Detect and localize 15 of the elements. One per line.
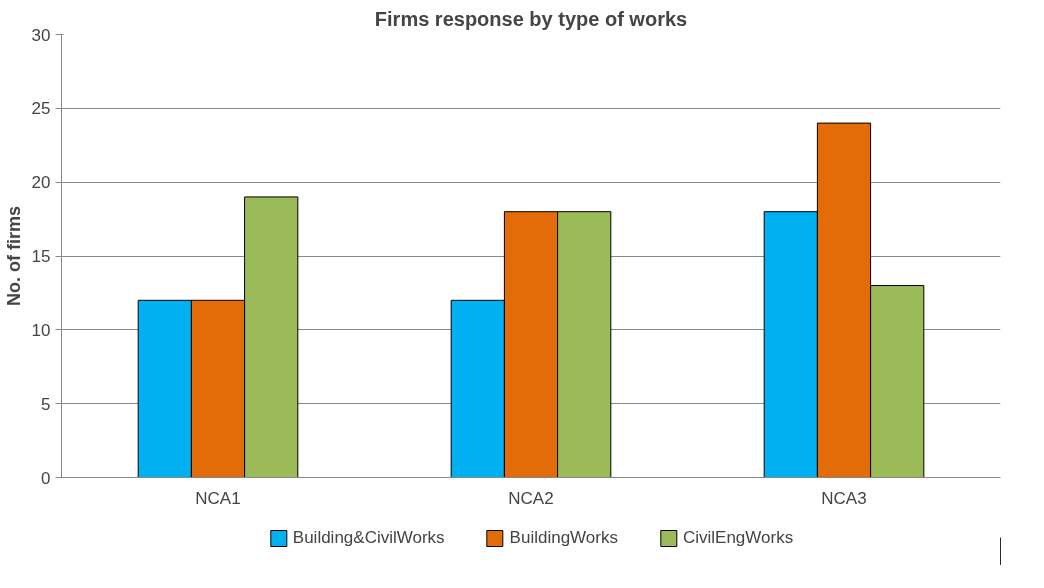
y-tick-label: 15 [31,247,51,266]
x-tick-label: NCA3 [821,488,867,508]
legend-label: CivilEngWorks [682,527,794,548]
x-tick-label: NCA1 [195,488,241,508]
y-axis-title: No. of firms [3,205,24,306]
x-tick-label: NCA2 [508,488,554,508]
legend-label: BuildingWorks [509,527,618,548]
y-tick-label: 5 [41,394,51,414]
y-tick-label: 30 [31,25,51,45]
y-tick-label: 0 [41,468,51,488]
y-tick-label: 25 [31,99,51,119]
y-tick-label: 20 [31,173,51,193]
chart-title: Firms response by type of works [374,7,688,30]
y-tick-label: 10 [31,320,51,340]
legend-label: Building&CivilWorks [292,527,445,548]
